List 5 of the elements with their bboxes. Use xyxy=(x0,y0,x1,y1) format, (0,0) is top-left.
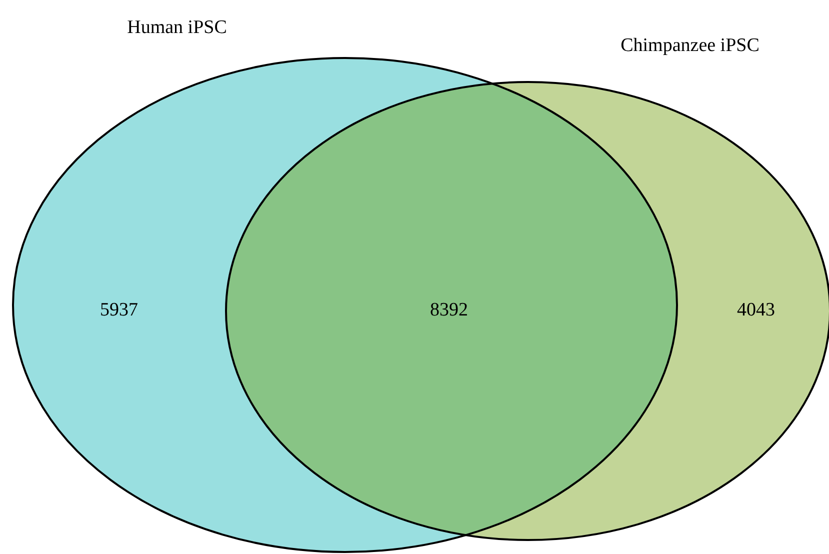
text: Human iPSC xyxy=(127,17,227,38)
data-label: 4043 xyxy=(737,299,775,320)
data-label: 5937 xyxy=(100,299,138,320)
data-label: 8392 xyxy=(430,299,468,320)
text: Chimpanzee iPSC xyxy=(620,35,760,56)
